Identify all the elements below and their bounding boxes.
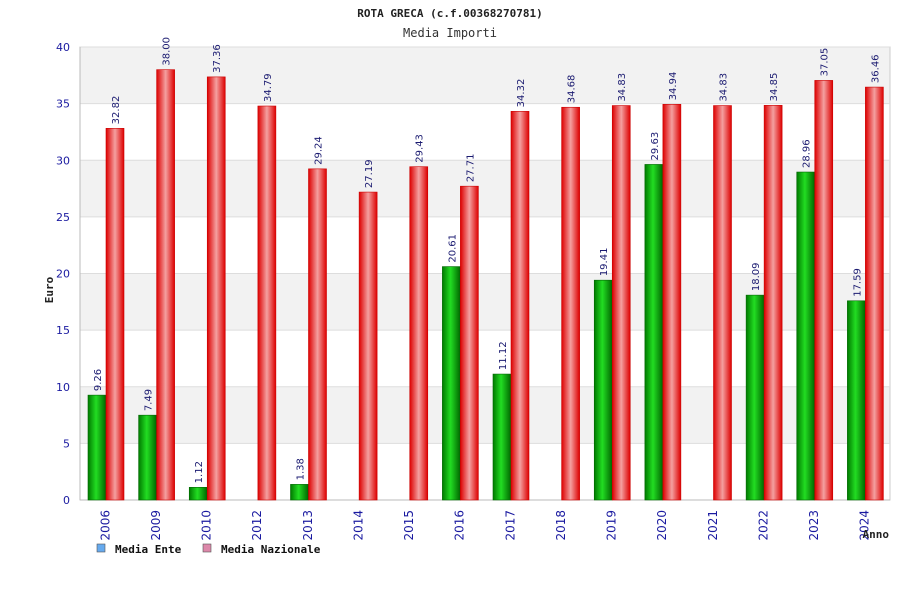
legend-label: Media Ente: [115, 543, 182, 556]
x-axis-ticks: 2006 2009 2010 2012 2013 2014 2015 2016 2017 2018…: [98, 510, 871, 541]
bar-value-label: 27.19: [364, 159, 375, 188]
bar-media-ente: [644, 164, 664, 501]
x-tick-label: 2022: [756, 510, 770, 541]
bar-value-label: 37.36: [212, 44, 223, 73]
x-axis-label: Anno: [863, 528, 890, 541]
bar-media-nazionale: [510, 111, 530, 501]
bar-value-label: 1.38: [296, 458, 307, 480]
bar-media-nazionale: [662, 104, 682, 501]
value-labels: 9.26 32.82 7.49 38.00 1.12 37.36 34.79 1.38 29.2…: [93, 37, 881, 483]
x-tick-label: 2018: [554, 510, 568, 541]
bar-value-label: 29.24: [314, 136, 325, 165]
bar-media-ente: [847, 300, 866, 501]
bar-value-label: 20.61: [447, 234, 458, 263]
chart-subtitle: Media Importi: [403, 26, 497, 40]
bar-value-label: 7.49: [144, 389, 155, 411]
bar-media-ente: [796, 171, 816, 501]
x-tick-label: 2015: [402, 510, 416, 541]
bar-media-ente: [87, 394, 107, 501]
bar-media-nazionale: [206, 76, 226, 501]
bar-value-label: 34.83: [617, 73, 628, 102]
bar-value-label: 18.09: [751, 262, 762, 291]
legend-swatch: [96, 543, 106, 553]
bar-media-nazionale: [308, 168, 327, 501]
x-tick-label: 2019: [605, 510, 619, 541]
bar-media-nazionale: [156, 69, 175, 501]
x-tick-label: 2013: [301, 510, 315, 541]
bar-value-label: 34.32: [516, 79, 527, 108]
legend: Media Ente Media Nazionale: [96, 543, 321, 556]
bar-value-label: 34.68: [567, 75, 578, 104]
bar-media-ente: [492, 373, 512, 501]
bar-value-label: 37.05: [820, 48, 831, 77]
bar-media-ente: [442, 266, 461, 501]
bar-value-label: 1.12: [194, 461, 205, 483]
x-tick-label: 2016: [453, 510, 467, 541]
bars-group: [87, 69, 884, 501]
x-tick-label: 2012: [250, 510, 264, 541]
x-tick-label: 2006: [98, 510, 112, 541]
bar-value-label: 34.85: [769, 73, 780, 102]
chart-title: ROTA GRECA (c.f.00368270781): [357, 7, 542, 20]
y-tick-label: 25: [56, 211, 70, 224]
y-tick-label: 15: [56, 324, 70, 337]
x-tick-label: 2017: [503, 510, 517, 541]
bar-value-label: 34.94: [668, 72, 679, 101]
bar-media-nazionale: [713, 105, 732, 501]
x-tick-label: 2020: [655, 510, 669, 541]
x-tick-label: 2021: [706, 510, 720, 541]
bar-media-nazionale: [611, 105, 631, 501]
bar-media-ente: [188, 487, 208, 501]
x-tick-label: 2023: [807, 510, 821, 541]
bar-media-ente: [593, 279, 613, 501]
y-tick-label: 35: [56, 98, 70, 111]
bar-media-ente: [138, 414, 157, 501]
bar-value-label: 19.41: [599, 248, 610, 277]
y-tick-label: 30: [56, 154, 70, 167]
x-tick-label: 2010: [200, 510, 214, 541]
y-tick-label: 0: [63, 494, 70, 507]
bar-media-nazionale: [561, 106, 580, 501]
bar-value-label: 28.96: [802, 139, 813, 168]
y-tick-label: 10: [56, 381, 70, 394]
bar-media-nazionale: [105, 128, 125, 501]
bar-value-label: 9.26: [93, 369, 104, 391]
bar-value-label: 29.43: [415, 134, 426, 163]
bar-media-nazionale: [409, 166, 429, 501]
bar-media-nazionale: [814, 80, 834, 501]
bar-value-label: 17.59: [852, 268, 863, 297]
bar-media-ente: [290, 484, 309, 501]
bar-media-nazionale: [865, 86, 884, 501]
x-tick-label: 2014: [351, 510, 365, 541]
bar-value-label: 32.82: [111, 96, 122, 125]
bar-media-nazionale: [460, 185, 479, 501]
x-tick-label: 2009: [149, 510, 163, 541]
bar-media-ente: [745, 294, 765, 501]
bar-value-label: 29.63: [650, 132, 661, 161]
bar-value-label: 11.12: [498, 341, 509, 370]
legend-label: Media Nazionale: [221, 543, 321, 556]
y-tick-label: 5: [63, 437, 70, 450]
bar-media-nazionale: [257, 105, 277, 501]
y-axis-label: Euro: [43, 276, 56, 303]
bar-value-label: 38.00: [162, 37, 173, 66]
x-tick-label: 2024: [858, 510, 872, 541]
bar-value-label: 36.46: [870, 54, 881, 83]
bar-value-label: 34.83: [719, 73, 730, 102]
y-tick-label: 20: [56, 268, 70, 281]
bar-value-label: 27.71: [465, 154, 476, 183]
bar-value-label: 34.79: [263, 73, 274, 102]
bar-media-nazionale: [763, 105, 783, 501]
y-axis-ticks: 0 5 10 15 20 25 30 35 40: [56, 41, 70, 507]
y-tick-label: 40: [56, 41, 70, 54]
bar-media-nazionale: [358, 191, 378, 501]
legend-swatch: [202, 543, 212, 553]
